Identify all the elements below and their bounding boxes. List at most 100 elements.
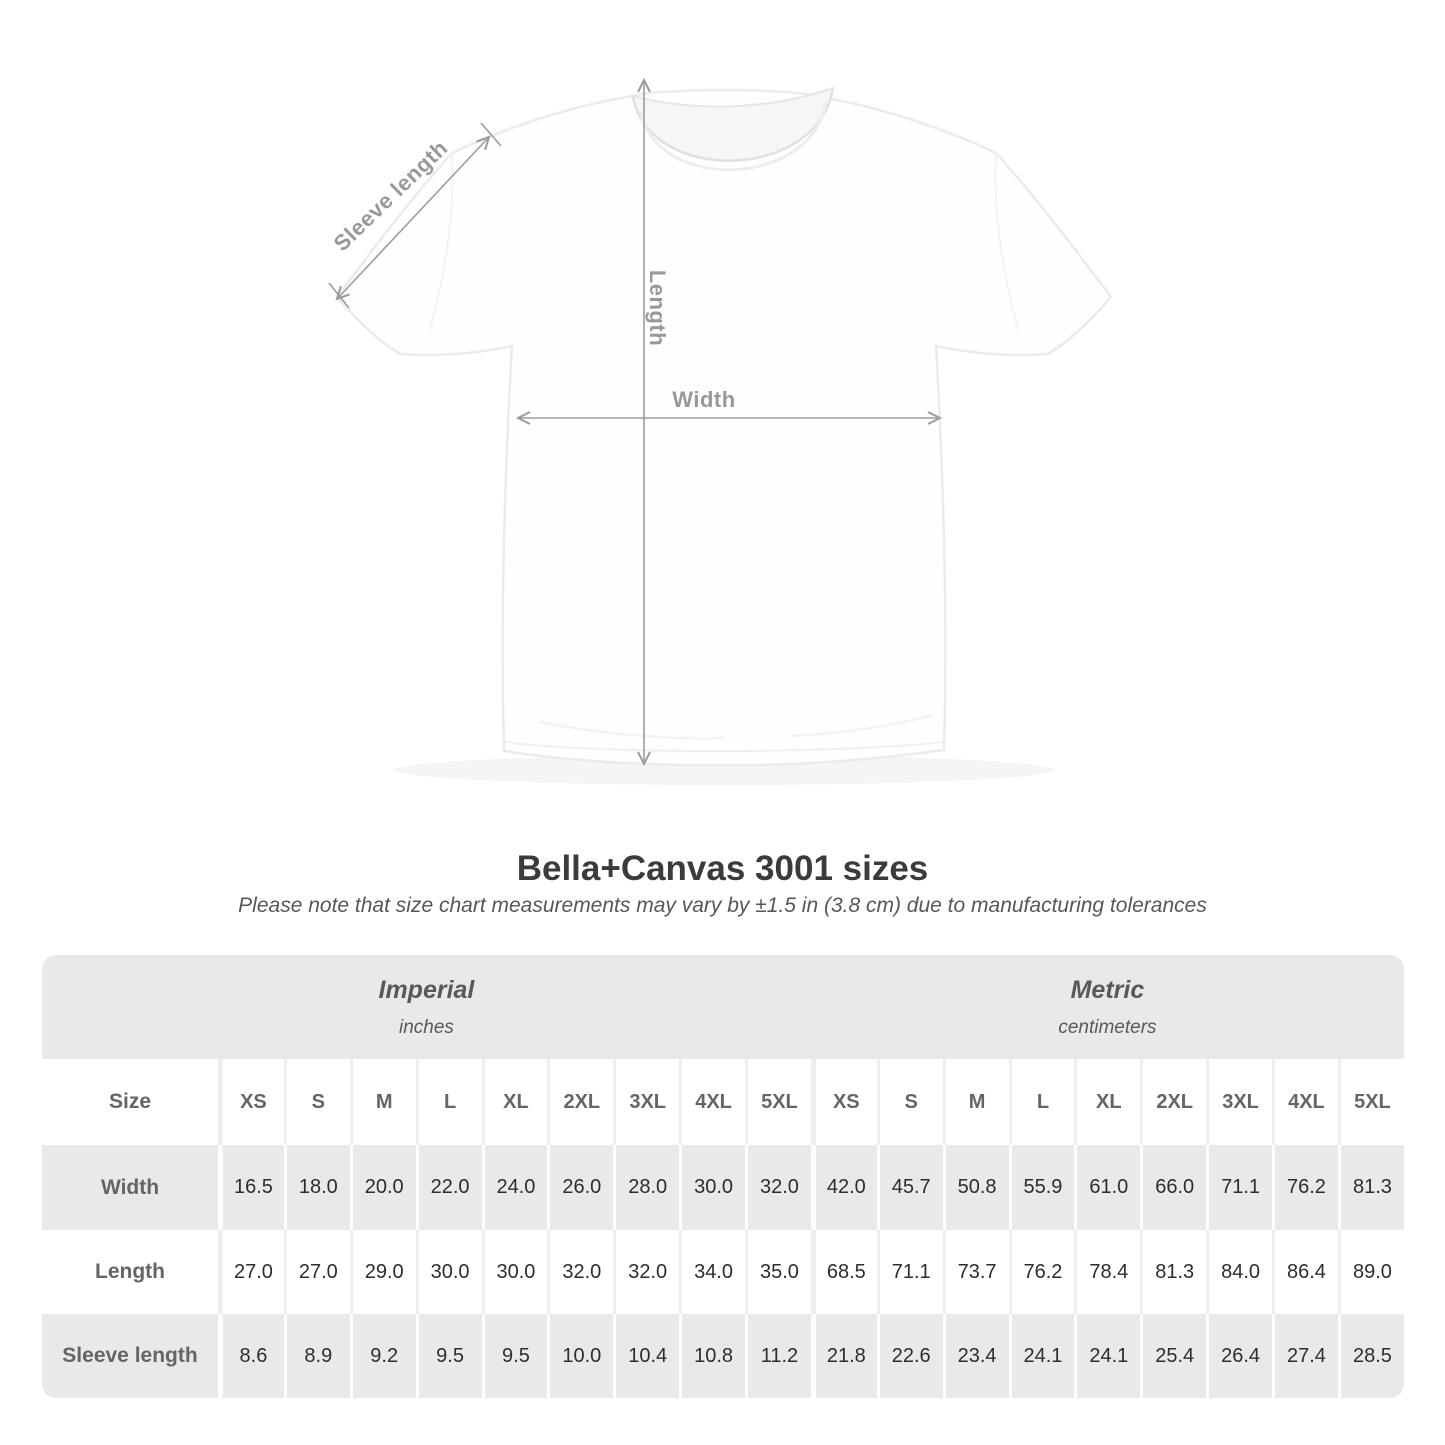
value-cell: 34.0	[679, 1230, 745, 1314]
value-cell: 28.5	[1337, 1314, 1404, 1398]
wrinkle-line	[791, 713, 933, 738]
size-cell: 4XL	[1272, 1059, 1338, 1145]
size-cell: S	[876, 1059, 943, 1145]
size-cell: L	[415, 1059, 482, 1145]
size-header-cell: Size	[42, 1059, 218, 1145]
value-cell: 22.6	[876, 1314, 943, 1398]
size-table-container: Imperial inches Metric centimeters Size …	[42, 955, 1404, 1398]
hem-stitch	[504, 741, 944, 753]
size-table: Imperial inches Metric centimeters Size …	[42, 955, 1404, 1398]
value-cell: 32.0	[745, 1145, 811, 1230]
value-cell: 24.1	[1008, 1314, 1075, 1398]
value-cell: 18.0	[283, 1145, 350, 1230]
size-cell: XS	[810, 1059, 877, 1145]
size-cell: 4XL	[679, 1059, 745, 1145]
metric-group-header: Metric centimeters	[810, 955, 1404, 1059]
value-cell: 23.4	[942, 1314, 1009, 1398]
value-cell: 8.6	[218, 1314, 284, 1398]
value-cell: 20.0	[349, 1145, 416, 1230]
value-cell: 71.1	[1206, 1145, 1272, 1230]
value-cell: 30.0	[679, 1145, 745, 1230]
value-cell: 61.0	[1074, 1145, 1141, 1230]
width-diagram-label: Width	[672, 387, 736, 412]
tshirt-body	[335, 88, 1113, 767]
value-cell: 26.4	[1206, 1314, 1272, 1398]
table-row-sleeve-length: Sleeve length 8.6 8.9 9.2 9.5 9.5 10.0 1…	[42, 1314, 1404, 1398]
value-cell: 81.3	[1337, 1145, 1404, 1230]
collar-stitch	[639, 101, 828, 172]
size-cell: L	[1008, 1059, 1075, 1145]
size-header-row: Size XS S M L XL 2XL 3XL 4XL 5XL XS S M …	[42, 1059, 1404, 1145]
value-cell: 9.5	[415, 1314, 482, 1398]
sleeve-length-arrow	[328, 122, 502, 309]
value-cell: 66.0	[1140, 1145, 1207, 1230]
value-cell: 50.8	[942, 1145, 1009, 1230]
value-cell: 27.0	[218, 1230, 284, 1314]
value-cell: 55.9	[1008, 1145, 1075, 1230]
value-cell: 27.0	[283, 1230, 350, 1314]
value-cell: 78.4	[1074, 1230, 1141, 1314]
value-cell: 10.4	[613, 1314, 680, 1398]
value-cell: 11.2	[745, 1314, 811, 1398]
size-cell: 5XL	[1337, 1059, 1404, 1145]
value-cell: 76.2	[1008, 1230, 1075, 1314]
imperial-unit: inches	[398, 1016, 454, 1038]
size-cell: S	[283, 1059, 350, 1145]
shirt-shadow	[394, 755, 1054, 785]
value-cell: 68.5	[810, 1230, 877, 1314]
table-row-length: Length 27.0 27.0 29.0 30.0 30.0 32.0 32.…	[42, 1230, 1404, 1314]
value-cell: 26.0	[547, 1145, 614, 1230]
collar-back-edge	[632, 87, 834, 108]
value-cell: 22.0	[415, 1145, 482, 1230]
value-cell: 30.0	[481, 1230, 548, 1314]
size-cell: M	[349, 1059, 416, 1145]
size-cell: XL	[1074, 1059, 1141, 1145]
size-cell: XL	[481, 1059, 548, 1145]
metric-label: Metric	[1070, 975, 1145, 1004]
metric-unit: centimeters	[1058, 1016, 1157, 1038]
value-cell: 28.0	[613, 1145, 680, 1230]
value-cell: 35.0	[745, 1230, 811, 1314]
size-cell: 2XL	[547, 1059, 614, 1145]
row-label: Width	[42, 1145, 218, 1230]
value-cell: 42.0	[810, 1145, 877, 1230]
size-cell: 5XL	[745, 1059, 811, 1145]
unit-group-header-row: Imperial inches Metric centimeters	[42, 955, 1404, 1059]
value-cell: 10.0	[547, 1314, 614, 1398]
size-cell: 3XL	[613, 1059, 680, 1145]
row-label: Sleeve length	[42, 1314, 218, 1398]
value-cell: 86.4	[1272, 1230, 1338, 1314]
value-cell: 9.2	[349, 1314, 416, 1398]
imperial-group-header: Imperial inches	[42, 955, 811, 1059]
value-cell: 30.0	[415, 1230, 482, 1314]
size-cell: M	[942, 1059, 1009, 1145]
right-sleeve-seam	[994, 152, 1019, 331]
value-cell: 24.0	[481, 1145, 548, 1230]
imperial-label: Imperial	[378, 975, 475, 1004]
value-cell: 10.8	[679, 1314, 745, 1398]
length-diagram-label: Length	[645, 269, 670, 347]
size-cell: XS	[218, 1059, 284, 1145]
value-cell: 81.3	[1140, 1230, 1207, 1314]
value-cell: 25.4	[1140, 1314, 1207, 1398]
value-cell: 9.5	[481, 1314, 548, 1398]
value-cell: 84.0	[1206, 1230, 1272, 1314]
value-cell: 21.8	[810, 1314, 877, 1398]
value-cell: 27.4	[1272, 1314, 1338, 1398]
value-cell: 45.7	[876, 1145, 943, 1230]
tshirt-diagram	[328, 0, 1113, 785]
value-cell: 24.1	[1074, 1314, 1141, 1398]
value-cell: 76.2	[1272, 1145, 1338, 1230]
page-title: Bella+Canvas 3001 sizes	[516, 849, 929, 888]
size-cell: 3XL	[1206, 1059, 1272, 1145]
value-cell: 29.0	[349, 1230, 416, 1314]
tolerance-note: Please note that size chart measurements…	[238, 894, 1207, 917]
value-cell: 73.7	[942, 1230, 1009, 1314]
value-cell: 16.5	[218, 1145, 284, 1230]
row-label: Length	[42, 1230, 218, 1314]
size-cell: 2XL	[1140, 1059, 1207, 1145]
value-cell: 8.9	[283, 1314, 350, 1398]
table-row-width: Width 16.5 18.0 20.0 22.0 24.0 26.0 28.0…	[42, 1145, 1404, 1230]
value-cell: 32.0	[613, 1230, 680, 1314]
